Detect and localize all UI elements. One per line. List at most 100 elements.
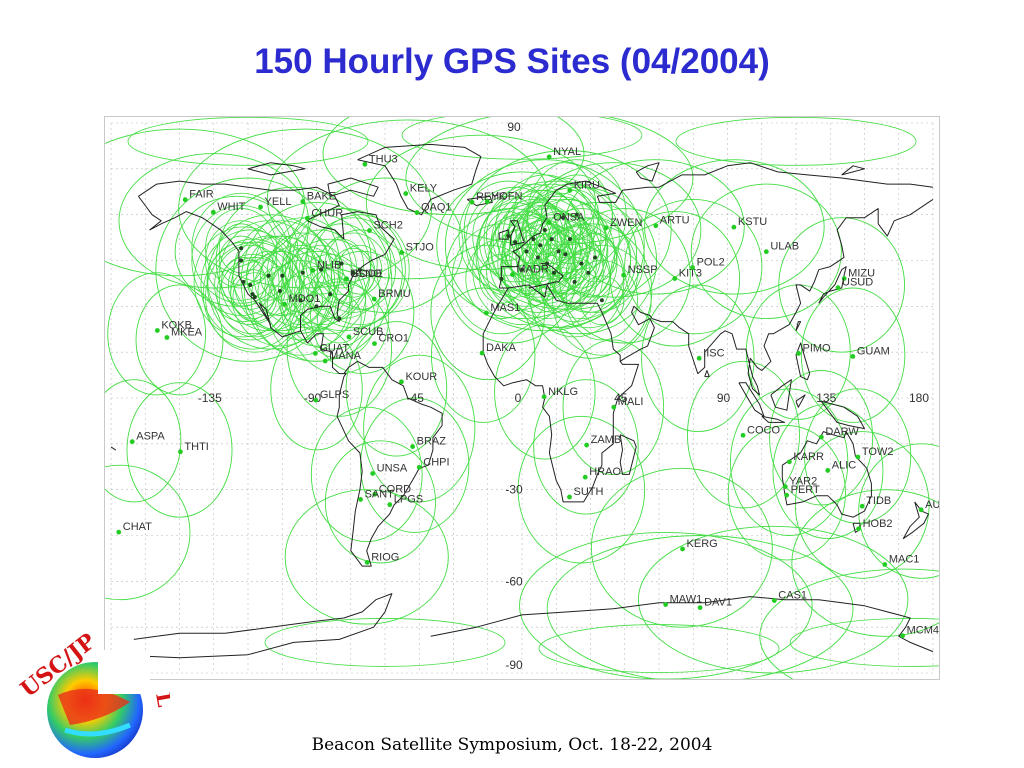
- gps-site: HOFN: [484, 191, 523, 204]
- cluster-site-marker: [513, 240, 518, 245]
- site-label: NSSP: [628, 264, 658, 276]
- coastline: [841, 165, 865, 176]
- coastline: [138, 180, 443, 567]
- coastline: [482, 287, 639, 503]
- site-label: MANA: [329, 350, 361, 362]
- coastline: [781, 431, 872, 518]
- cluster-site-marker: [499, 276, 504, 281]
- coastline: [510, 220, 525, 246]
- longitude-tick-label: 45: [614, 391, 628, 405]
- coverage-circle: [458, 180, 559, 292]
- site-label: DAKA: [486, 342, 517, 354]
- site-marker: [850, 354, 856, 359]
- gps-site: CHUR: [304, 207, 343, 221]
- site-marker: [567, 494, 572, 500]
- coverage-circle: [401, 117, 643, 160]
- cluster-site-marker: [535, 255, 540, 260]
- coastline: [498, 229, 509, 240]
- coastlines: [110, 143, 934, 659]
- gps-site: MAC1: [882, 554, 919, 567]
- slide-footer: Beacon Satellite Symposium, Oct. 18-22, …: [311, 735, 713, 755]
- latitude-tick-label: -30: [505, 483, 523, 497]
- coverage-circle: [727, 425, 846, 561]
- site-marker: [582, 474, 588, 480]
- cluster-site-marker: [561, 215, 566, 220]
- longitude-tick-label: 135: [816, 391, 836, 405]
- gps-site: HOB2: [856, 518, 893, 532]
- coverage-circle: [533, 379, 639, 515]
- cluster-site-marker: [277, 289, 282, 294]
- site-marker: [346, 334, 352, 340]
- gps-site: ZWEN: [603, 217, 642, 231]
- gps-site: DARW: [818, 426, 859, 440]
- gps-site: PIMO: [796, 342, 832, 356]
- site-marker: [697, 605, 703, 611]
- site-marker: [154, 328, 160, 333]
- site-label: HOB2: [863, 518, 893, 530]
- coverage-circle: [579, 275, 625, 326]
- site-marker: [387, 502, 393, 508]
- site-marker: [399, 379, 404, 385]
- site-label: MDO1: [289, 293, 321, 305]
- site-label: ARTU: [660, 215, 690, 227]
- site-marker: [410, 444, 416, 449]
- coverage-circle: [105, 464, 191, 601]
- site-label: FAIR: [189, 189, 214, 201]
- coastline: [820, 400, 865, 430]
- site-label: MALI: [618, 396, 644, 408]
- cluster-site-marker: [574, 212, 579, 217]
- site-label: KELY: [410, 183, 438, 195]
- coverage-circle: [205, 208, 278, 289]
- cluster-site-marker: [339, 261, 344, 266]
- site-label: IISC: [703, 347, 724, 359]
- coastline: [430, 596, 934, 653]
- site-label: PIMO: [803, 342, 832, 354]
- site-marker: [690, 265, 695, 270]
- coverage-circle: [444, 159, 645, 332]
- cluster-site-marker: [357, 267, 362, 272]
- site-marker: [546, 220, 552, 226]
- coastline: [498, 162, 934, 289]
- site-marker: [918, 507, 924, 513]
- site-marker: [835, 285, 841, 291]
- coverage-circle: [515, 232, 561, 283]
- site-label: POL2: [697, 257, 725, 269]
- coastline: [704, 370, 710, 378]
- site-label: AUCK: [925, 499, 939, 511]
- gps-site: ZAMB: [584, 434, 622, 448]
- cluster-site-marker: [586, 270, 591, 275]
- world-map: 90-30-60-90-135 -90 -45 0 45 90 135 180 FAIRWHI…: [105, 117, 939, 679]
- gps-site: THTI: [178, 441, 209, 455]
- site-marker: [313, 397, 319, 403]
- site-marker: [653, 223, 659, 229]
- site-label: YAR2: [789, 476, 817, 488]
- gps-site: USNO: [343, 268, 382, 282]
- site-label: MAC1: [889, 554, 920, 566]
- coastline: [902, 501, 929, 540]
- gps-site: POL2: [690, 257, 725, 270]
- site-label: SCH2: [373, 220, 402, 232]
- site-marker: [731, 224, 737, 230]
- cluster-site-marker: [531, 237, 536, 242]
- coverage-circle: [291, 208, 392, 319]
- coverage-circle: [298, 244, 344, 295]
- cluster-site-marker: [239, 246, 244, 251]
- gps-site: ARTU: [653, 215, 690, 229]
- cluster-site-marker: [567, 237, 572, 242]
- cluster-site-marker: [542, 227, 547, 232]
- coverage-circle: [772, 403, 884, 540]
- coastline: [818, 266, 847, 304]
- site-label: ZAMB: [591, 434, 622, 446]
- coverage-circle: [791, 489, 939, 637]
- site-label: THU3: [369, 153, 398, 165]
- site-label: DARW: [825, 426, 859, 438]
- gps-site: BRAZ: [410, 436, 446, 449]
- coverage-circle: [284, 489, 449, 625]
- gps-site: LPGS: [387, 494, 423, 508]
- gps-site: YELL: [258, 196, 291, 210]
- site-label: KARR: [793, 451, 824, 463]
- site-label: ONSA: [553, 212, 585, 224]
- coverage-circle: [317, 232, 390, 313]
- site-marker: [416, 464, 422, 470]
- cluster-site-marker: [563, 252, 568, 257]
